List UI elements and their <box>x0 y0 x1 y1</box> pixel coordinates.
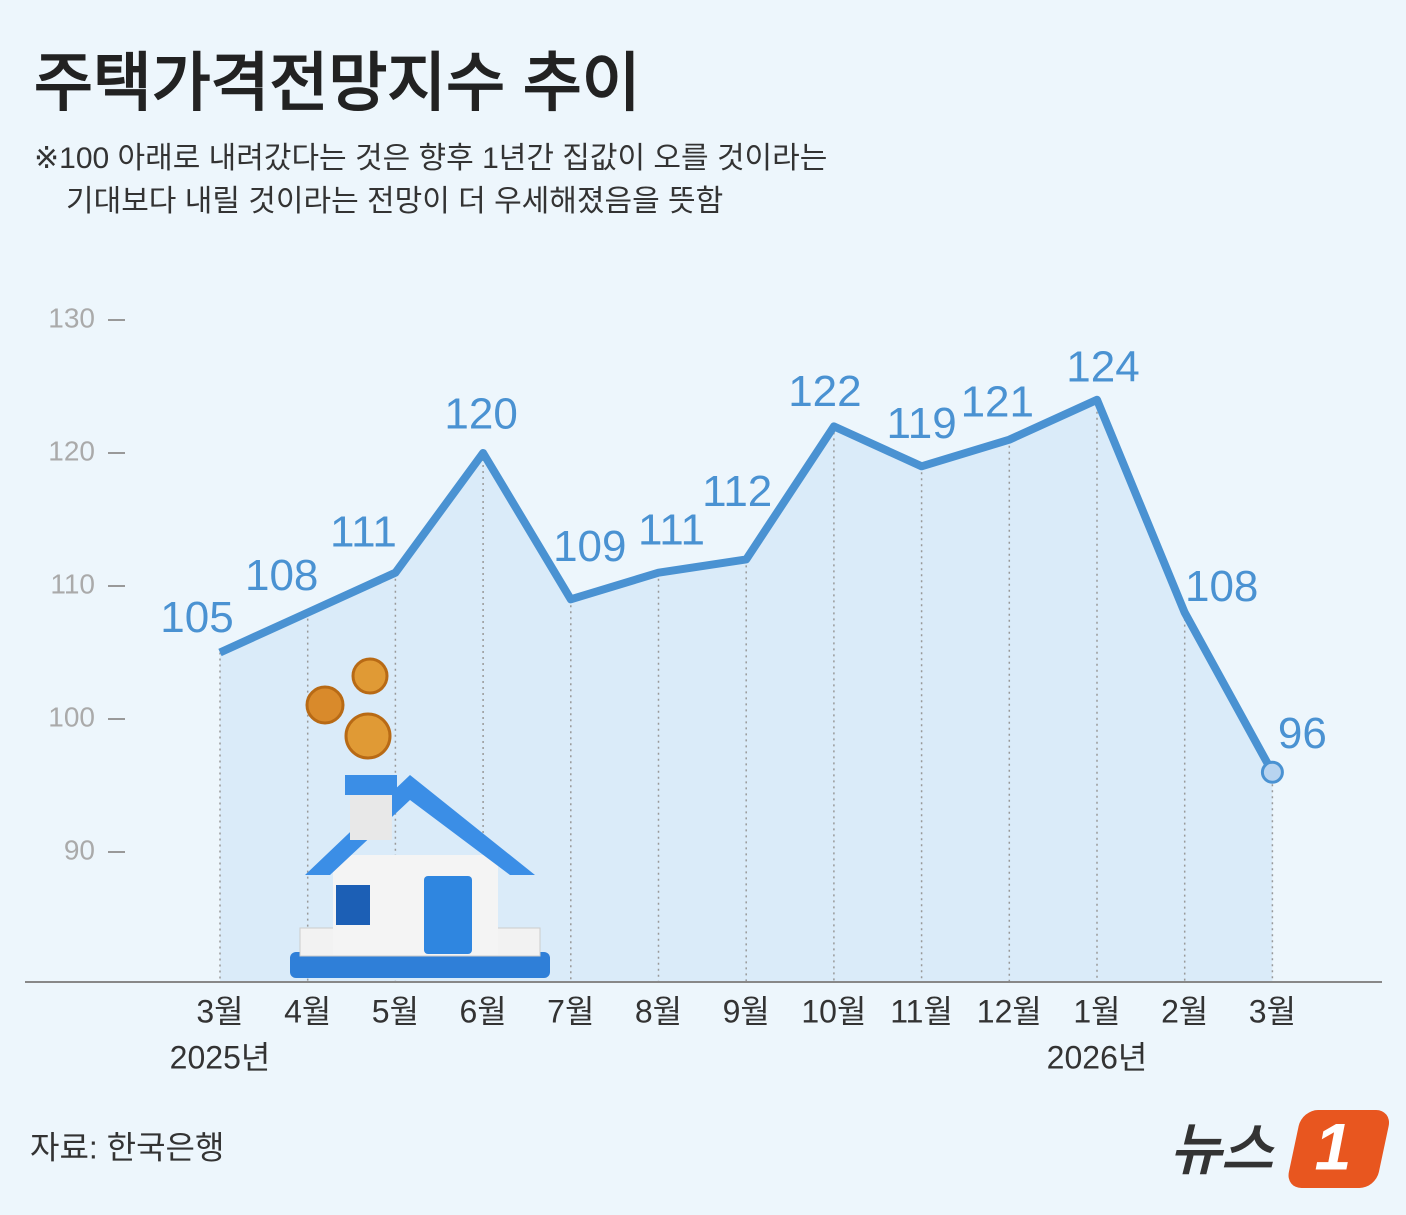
x-tick-label: 7월 <box>547 993 594 1029</box>
x-tick-label: 4월 <box>284 993 331 1029</box>
data-label: 122 <box>788 367 861 416</box>
data-label: 120 <box>444 390 517 439</box>
logo-mark: 1 <box>1315 1109 1352 1183</box>
logo-text: 뉴스 <box>1170 1118 1276 1181</box>
data-label: 111 <box>638 505 705 554</box>
data-label: 124 <box>1066 342 1139 391</box>
subtitle: ※100 아래로 내려갔다는 것은 향후 1년간 집값이 오를 것이라는 <box>34 142 827 175</box>
data-label: 119 <box>887 399 957 448</box>
data-label: 96 <box>1278 709 1327 758</box>
data-line <box>218 395 1276 775</box>
y-tick-label: 90 <box>64 834 95 865</box>
y-tick-label: 100 <box>48 701 95 732</box>
x-tick-label: 1월 <box>1073 993 1120 1029</box>
source: 자료: 한국은행 <box>30 1129 224 1165</box>
year-label: 2025년 <box>170 1039 271 1075</box>
data-label: 109 <box>553 522 626 571</box>
data-label: 105 <box>160 593 233 642</box>
data-label: 112 <box>702 467 772 516</box>
x-tick-label: 5월 <box>372 993 419 1029</box>
x-tick-label: 9월 <box>723 993 770 1029</box>
x-tick-label: 6월 <box>459 993 506 1029</box>
data-label: 108 <box>245 551 318 600</box>
logo-badge <box>1288 1110 1390 1188</box>
house-illustration <box>290 657 550 978</box>
data-label: 121 <box>961 377 1034 426</box>
chart-title: 주택가격전망지수 추이 <box>34 47 641 119</box>
y-tick-label: 120 <box>48 435 95 466</box>
x-tick-label: 12월 <box>977 993 1042 1029</box>
subtitle: 기대보다 내릴 것이라는 전망이 더 우세해졌음을 뜻함 <box>66 185 723 218</box>
x-tick-label: 2월 <box>1161 993 1208 1029</box>
x-tick-label: 3월 <box>1249 993 1296 1029</box>
data-label: 108 <box>1185 562 1258 611</box>
x-tick-label: 10월 <box>801 993 866 1029</box>
end-marker <box>1260 760 1284 784</box>
x-tick-label: 11월 <box>890 993 953 1029</box>
x-tick-label: 3월 <box>196 993 243 1029</box>
x-tick-label: 8월 <box>635 993 682 1029</box>
y-tick-label: 110 <box>50 568 95 599</box>
data-label: 111 <box>330 507 397 556</box>
y-tick-label: 130 <box>48 302 95 333</box>
year-label: 2026년 <box>1047 1039 1148 1075</box>
